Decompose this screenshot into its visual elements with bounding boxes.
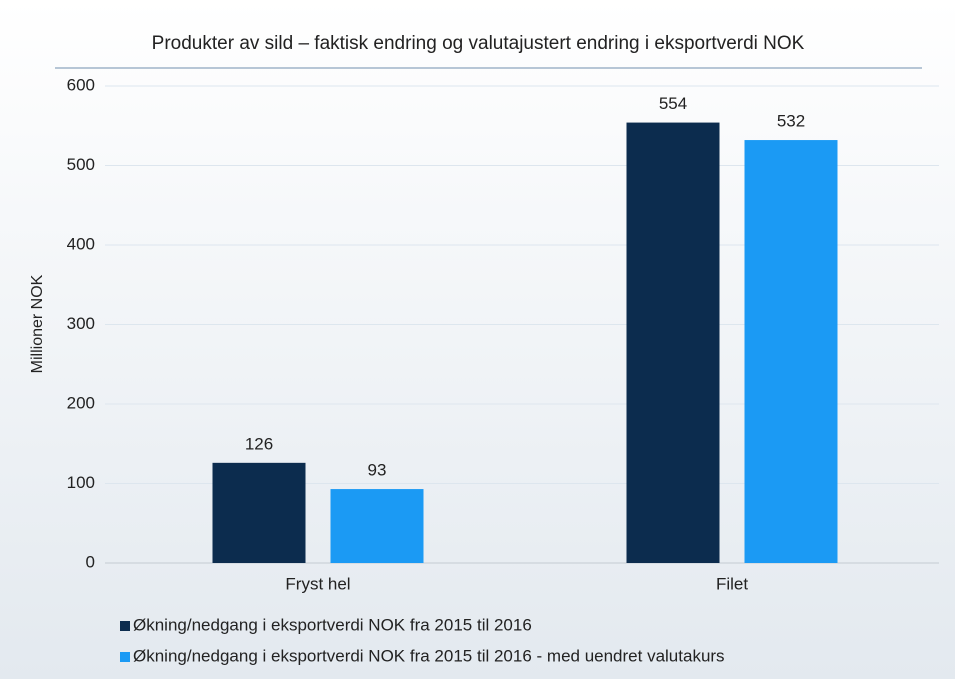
value-label: 532	[777, 112, 805, 131]
y-tick-label: 200	[67, 393, 95, 412]
x-tick-label: Fryst hel	[285, 574, 350, 593]
x-tick-label: Filet	[716, 574, 748, 593]
bar	[212, 462, 306, 563]
y-tick-label: 300	[67, 314, 95, 333]
legend-label: Økning/nedgang i eksportverdi NOK fra 20…	[133, 646, 725, 665]
y-tick-label: 500	[67, 155, 95, 174]
chart-title: Produkter av sild – faktisk endring og v…	[152, 33, 805, 54]
legend-swatch	[120, 652, 130, 662]
value-label: 554	[659, 94, 687, 113]
bar	[626, 122, 720, 563]
y-tick-label: 100	[67, 473, 95, 492]
y-axis-label: Millioner NOK	[29, 274, 46, 373]
bar	[330, 489, 424, 563]
y-tick-label: 400	[67, 234, 95, 253]
value-label: 126	[245, 434, 273, 453]
legend-label: Økning/nedgang i eksportverdi NOK fra 20…	[133, 615, 532, 634]
y-tick-label: 600	[67, 75, 95, 94]
y-tick-label: 0	[86, 552, 95, 571]
value-label: 93	[368, 461, 387, 480]
bar	[744, 140, 838, 563]
legend-swatch	[120, 621, 130, 631]
